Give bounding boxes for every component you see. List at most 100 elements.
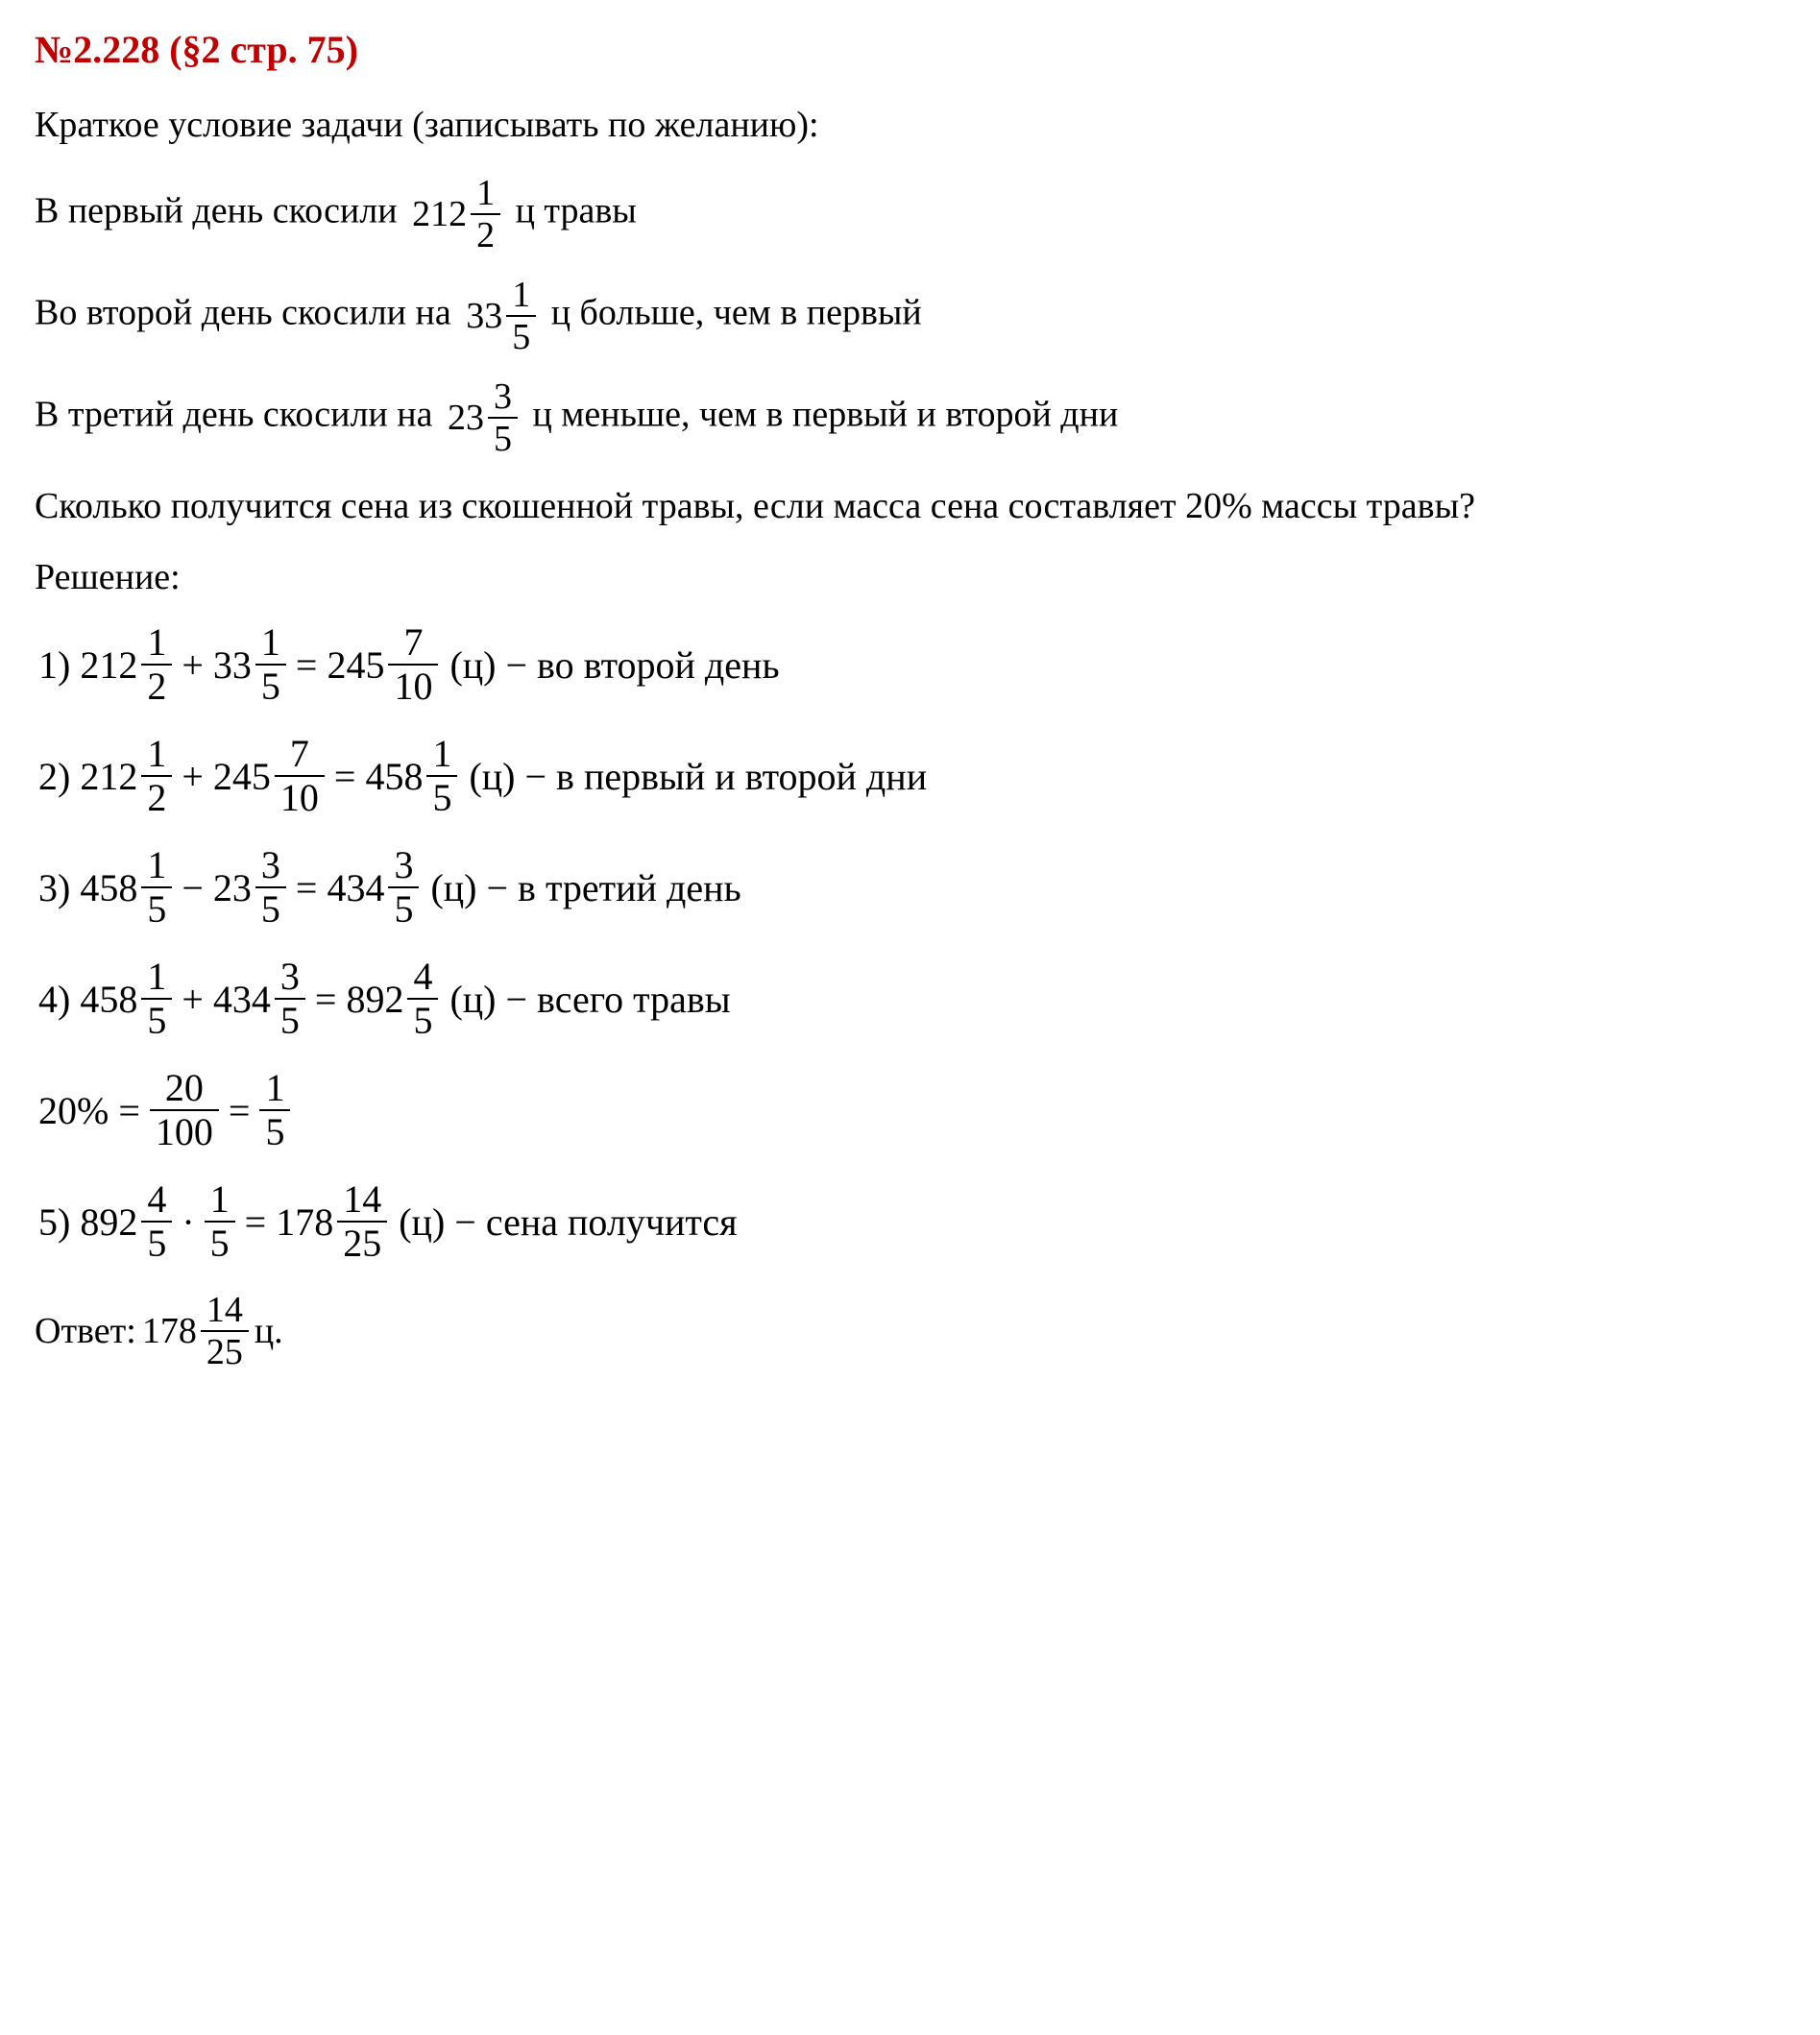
cond3-pre: В третий день скосили на (35, 395, 442, 435)
numerator: 1 (259, 1069, 290, 1109)
operator: + (182, 754, 204, 799)
whole: 23 (448, 392, 484, 445)
numerator: 1 (506, 277, 536, 315)
whole: 212 (80, 642, 137, 688)
denominator: 5 (141, 998, 172, 1040)
denominator: 5 (506, 315, 536, 355)
intro-text: Краткое условие задачи (записывать по же… (35, 99, 1785, 152)
fraction: 1 2 (141, 623, 172, 706)
denominator: 5 (141, 1221, 172, 1263)
numerator: 3 (255, 846, 286, 886)
fraction: 1 5 (426, 735, 457, 817)
equals: = (296, 865, 318, 910)
denominator: 25 (201, 1330, 249, 1370)
operator: + (182, 977, 204, 1022)
denominator: 25 (337, 1221, 387, 1263)
whole: 892 (346, 977, 403, 1022)
whole: 23 (213, 865, 252, 910)
step-2: 2) 212 1 2 + 245 7 10 = 458 1 5 (ц) − в … (35, 735, 1785, 817)
denominator: 5 (141, 886, 172, 929)
fraction: 4 5 (141, 1180, 172, 1263)
numerator: 3 (275, 957, 305, 998)
operator: − (182, 865, 204, 910)
cond3-post: ц меньше, чем в первый и второй дни (532, 395, 1118, 435)
whole: 178 (276, 1199, 333, 1245)
operand-a: 892 4 5 (80, 1180, 172, 1263)
denominator: 5 (388, 886, 419, 929)
whole: 434 (327, 865, 384, 910)
denominator: 5 (426, 775, 457, 817)
numerator: 1 (471, 175, 500, 213)
cond1-mixed: 212 1 2 (412, 175, 500, 254)
whole: 458 (80, 865, 137, 910)
step-5: 5) 892 4 5 · 1 5 = 178 14 25 (ц) − сена … (35, 1180, 1785, 1263)
operand-a: 458 1 5 (80, 846, 172, 929)
result: 892 4 5 (346, 957, 438, 1040)
numerator: 7 (284, 735, 315, 775)
whole: 458 (365, 754, 423, 799)
whole: 434 (213, 977, 271, 1022)
numerator: 1 (255, 623, 286, 664)
fraction-1-5: 1 5 (259, 1069, 290, 1151)
denominator: 5 (255, 886, 286, 929)
answer-value: 178 14 25 (142, 1292, 249, 1370)
cond2-post: ц больше, чем в первый (551, 293, 922, 333)
question-text: Сколько получится сена из скошенной трав… (35, 480, 1785, 533)
whole: 245 (327, 642, 384, 688)
numerator: 3 (488, 378, 518, 417)
operator: · (182, 1199, 194, 1245)
operand-a: 212 1 2 (80, 735, 172, 817)
whole: 178 (142, 1310, 197, 1352)
numerator: 1 (426, 735, 457, 775)
cond3-mixed: 23 3 5 (448, 378, 518, 457)
fraction: 3 5 (488, 378, 518, 457)
numerator: 7 (398, 623, 428, 664)
fraction: 14 25 (337, 1180, 387, 1263)
fraction: 7 10 (275, 735, 325, 817)
denominator: 5 (205, 1221, 235, 1263)
condition-3: В третий день скосили на 23 3 5 ц меньше… (35, 378, 1785, 457)
step-index: 3) (38, 865, 70, 910)
result: 458 1 5 (365, 735, 457, 817)
equals: = (229, 1088, 251, 1133)
numerator: 14 (337, 1180, 387, 1221)
numerator: 1 (141, 846, 172, 886)
step-3: 3) 458 1 5 − 23 3 5 = 434 3 5 (ц) − в тр… (35, 846, 1785, 929)
solution-label: Решение: (35, 556, 1785, 598)
equals: = (296, 642, 318, 688)
operand-b: 23 3 5 (213, 846, 286, 929)
operand-a: 458 1 5 (80, 957, 172, 1040)
cond1-post: ц травы (516, 191, 637, 231)
numerator: 1 (205, 1180, 235, 1221)
fraction: 3 5 (255, 846, 286, 929)
denominator: 100 (150, 1109, 219, 1151)
problem-heading: №2.228 (§2 стр. 75) (35, 27, 1785, 72)
numerator: 1 (141, 957, 172, 998)
condition-1: В первый день скосили 212 1 2 ц травы (35, 175, 1785, 254)
operator: + (182, 642, 204, 688)
answer-post: ц. (255, 1310, 283, 1352)
equals: = (315, 977, 337, 1022)
fraction: 1 5 (255, 623, 286, 706)
denominator: 10 (388, 664, 438, 706)
numerator: 20 (159, 1069, 209, 1109)
percent-lead: 20% = (38, 1088, 140, 1133)
cond2-pre: Во второй день скосили на (35, 293, 460, 333)
fraction: 3 5 (388, 846, 419, 929)
denominator: 5 (407, 998, 438, 1040)
fraction: 1 5 (141, 957, 172, 1040)
denominator: 5 (275, 998, 305, 1040)
fraction: 4 5 (407, 957, 438, 1040)
whole: 458 (80, 977, 137, 1022)
step-tail: (ц) − всего травы (449, 977, 730, 1022)
numerator: 14 (201, 1292, 249, 1330)
whole: 212 (412, 188, 467, 241)
denominator: 10 (275, 775, 325, 817)
step-index: 1) (38, 642, 70, 688)
numerator: 1 (141, 735, 172, 775)
equals: = (334, 754, 356, 799)
fraction: 1 5 (506, 277, 536, 355)
whole: 212 (80, 754, 137, 799)
cond2-mixed: 33 1 5 (466, 277, 536, 355)
operand-b: 1 5 (205, 1180, 235, 1263)
